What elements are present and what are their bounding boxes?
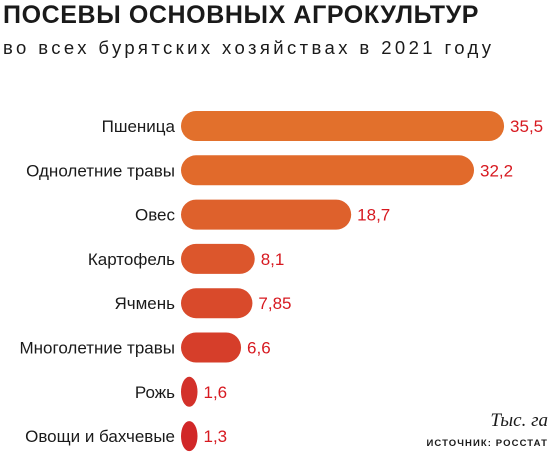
value-label: 1,6 xyxy=(204,383,228,402)
category-label: Ячмень xyxy=(114,294,175,313)
bar-8 xyxy=(181,421,198,452)
value-label: 35,5 xyxy=(510,117,543,136)
source-label: ИСТОЧНИК: РОССТАТ xyxy=(426,438,548,449)
bar-4 xyxy=(181,243,255,274)
category-label: Пшеница xyxy=(102,117,176,136)
value-label: 8,1 xyxy=(261,250,285,269)
value-label: 7,85 xyxy=(258,294,291,313)
bar-5 xyxy=(181,288,253,319)
unit-label: Тыс. га xyxy=(490,410,548,431)
bar-1 xyxy=(181,111,505,141)
category-label: Многолетние травы xyxy=(19,339,175,358)
category-label: Овес xyxy=(135,206,176,225)
bar-7 xyxy=(181,376,198,407)
value-label: 1,3 xyxy=(204,427,228,446)
bar-2 xyxy=(181,155,475,186)
bar-3 xyxy=(181,199,352,230)
category-label: Картофель xyxy=(88,250,175,269)
chart-subtitle: во всех бурятских хозяйствах в 2021 году xyxy=(3,37,495,58)
value-label: 32,2 xyxy=(480,161,513,180)
value-label: 6,6 xyxy=(247,339,271,358)
chart-title: ПОСЕВЫ ОСНОВНЫХ АГРОКУЛЬТУР xyxy=(3,1,480,29)
category-label: Рожь xyxy=(135,383,175,402)
category-label: Однолетние травы xyxy=(26,161,175,180)
value-label: 18,7 xyxy=(357,206,390,225)
bar-6 xyxy=(181,332,242,363)
category-label: Овощи и бахчевые xyxy=(25,427,175,446)
